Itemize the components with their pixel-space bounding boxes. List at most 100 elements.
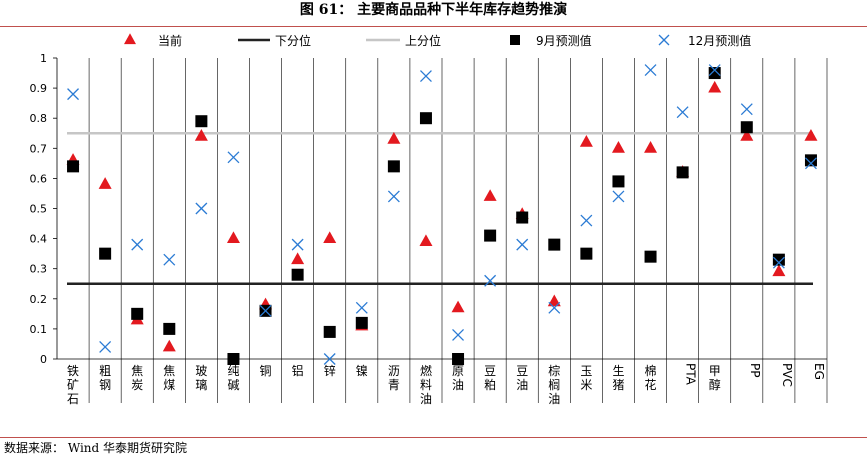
x-tick-label: 生猪: [612, 364, 624, 392]
legend-september-marker: [510, 35, 520, 45]
september-forecast-point: [516, 211, 529, 224]
x-tick-label: 玉米: [580, 364, 592, 392]
y-tick-label: 0.1: [30, 323, 48, 336]
december-forecast-point: [708, 64, 721, 76]
top-rule: [0, 26, 867, 27]
legend-december-label: 12月预测值: [688, 33, 751, 48]
y-tick-label: 0.3: [30, 263, 48, 276]
december-forecast-point: [387, 190, 400, 203]
chart-legend: 当前 下分位 上分位 9月预测值 12月预测值: [124, 33, 751, 48]
december-forecast-point: [323, 353, 336, 365]
y-tick-label: 0.6: [30, 172, 48, 185]
source-note: 数据来源： Wind 华泰期货研究院: [4, 441, 188, 455]
december-forecast-point: [612, 190, 625, 203]
x-tick-label: 燃料油: [420, 363, 432, 406]
current-point: [451, 300, 465, 313]
december-forecast-point: [644, 64, 657, 76]
september-forecast-point: [772, 253, 785, 266]
december-forecast-point: [772, 256, 785, 269]
x-tick-label: 沥青: [388, 364, 400, 392]
december-forecast-point: [419, 70, 432, 83]
x-tick-label: 豆油: [516, 364, 528, 392]
current-point: [194, 129, 208, 141]
current-point: [226, 231, 240, 244]
september-forecast-point: [323, 325, 336, 338]
y-tick-label: 1: [40, 52, 47, 65]
september-forecast-point: [195, 115, 208, 128]
y-tick-label: 0: [40, 353, 47, 366]
current-point: [483, 189, 497, 201]
september-forecast-point: [419, 112, 432, 125]
x-tick-label: PVC: [780, 363, 794, 387]
december-forecast-point: [516, 238, 529, 251]
december-forecast-point: [67, 88, 80, 101]
x-tick-label: 焦煤: [163, 364, 175, 392]
current-point: [644, 141, 658, 153]
current-point: [98, 177, 112, 189]
x-tick-label: PTA: [684, 363, 698, 386]
inventory-scatter-chart: 当前 下分位 上分位 9月预测值 12月预测值 00.10.20.30.40.50.60…: [30, 33, 828, 406]
category-separators: [88, 58, 828, 403]
legend-upper-label: 上分位: [405, 33, 441, 48]
legend-lower-label: 下分位: [275, 33, 311, 48]
x-tick-label: 铝: [292, 363, 304, 378]
legend-current-marker: [124, 33, 136, 45]
september-forecast-point: [452, 353, 465, 365]
current-point: [387, 132, 401, 144]
legend-september-label: 9月预测值: [536, 33, 592, 48]
september-forecast-point: [131, 307, 144, 320]
x-tick-label: 铜: [260, 363, 272, 378]
chart-axes: 0 0.1 0.2 0.3 0.4 0.5 0.6 0.7 0.8 0.9 1: [30, 52, 827, 366]
september-forecast-point: [644, 250, 657, 263]
x-tick-label: PP: [748, 363, 762, 377]
december-forecast-point: [163, 253, 176, 266]
current-point: [579, 135, 593, 147]
current-point: [611, 141, 625, 153]
y-tick-label: 0.5: [30, 203, 48, 216]
legend-current-label: 当前: [158, 33, 182, 48]
figure-title: 图 61： 主要商品品种下半年库存趋势推演: [299, 2, 568, 18]
december-forecast-point: [676, 106, 689, 119]
x-tick-label: 铁矿石: [67, 364, 79, 406]
september-forecast-point: [612, 175, 625, 188]
september-forecast-point: [99, 247, 112, 260]
x-tick-label: 粗钢: [99, 364, 111, 392]
x-tick-label: 甲醇: [709, 364, 721, 392]
september-forecast-point: [387, 160, 400, 173]
current-point: [708, 80, 722, 93]
current-point: [419, 234, 433, 247]
september-forecast-point: [708, 67, 721, 80]
x-tick-label: 纯碱: [227, 364, 239, 392]
december-forecast-point: [484, 274, 497, 287]
september-forecast-point: [484, 229, 497, 242]
september-forecast-point: [548, 238, 561, 251]
december-forecast-point: [291, 238, 304, 251]
september-forecast-point: [580, 247, 593, 260]
bottom-rule: [0, 437, 867, 438]
y-tick-label: 0.8: [30, 112, 48, 125]
december-forecast-point: [740, 103, 753, 116]
x-tick-label: 锌: [324, 364, 336, 378]
y-tick-label: 0.4: [30, 233, 48, 246]
december-forecast-point: [355, 301, 368, 314]
current-point: [162, 339, 176, 352]
december-forecast-point: [548, 301, 561, 314]
december-forecast-point: [580, 214, 593, 227]
x-tick-label: 原油: [452, 364, 464, 392]
september-forecast-point: [355, 316, 368, 329]
december-forecast-point: [804, 157, 817, 170]
x-tick-label: 焦炭: [131, 364, 143, 392]
quantile-lines: [67, 131, 813, 285]
x-tick-label: 棕榈油: [548, 363, 560, 406]
december-forecast-point: [195, 202, 208, 215]
x-tick-label: 棉花: [645, 364, 657, 392]
y-tick-label: 0.9: [30, 82, 48, 95]
current-point: [740, 129, 754, 141]
current-point: [772, 264, 786, 277]
september-forecast-point: [291, 268, 304, 281]
x-tick-label: EG: [812, 363, 826, 380]
december-forecast-point: [99, 341, 112, 353]
december-forecast-point: [259, 304, 272, 317]
september-forecast-point: [804, 154, 817, 167]
